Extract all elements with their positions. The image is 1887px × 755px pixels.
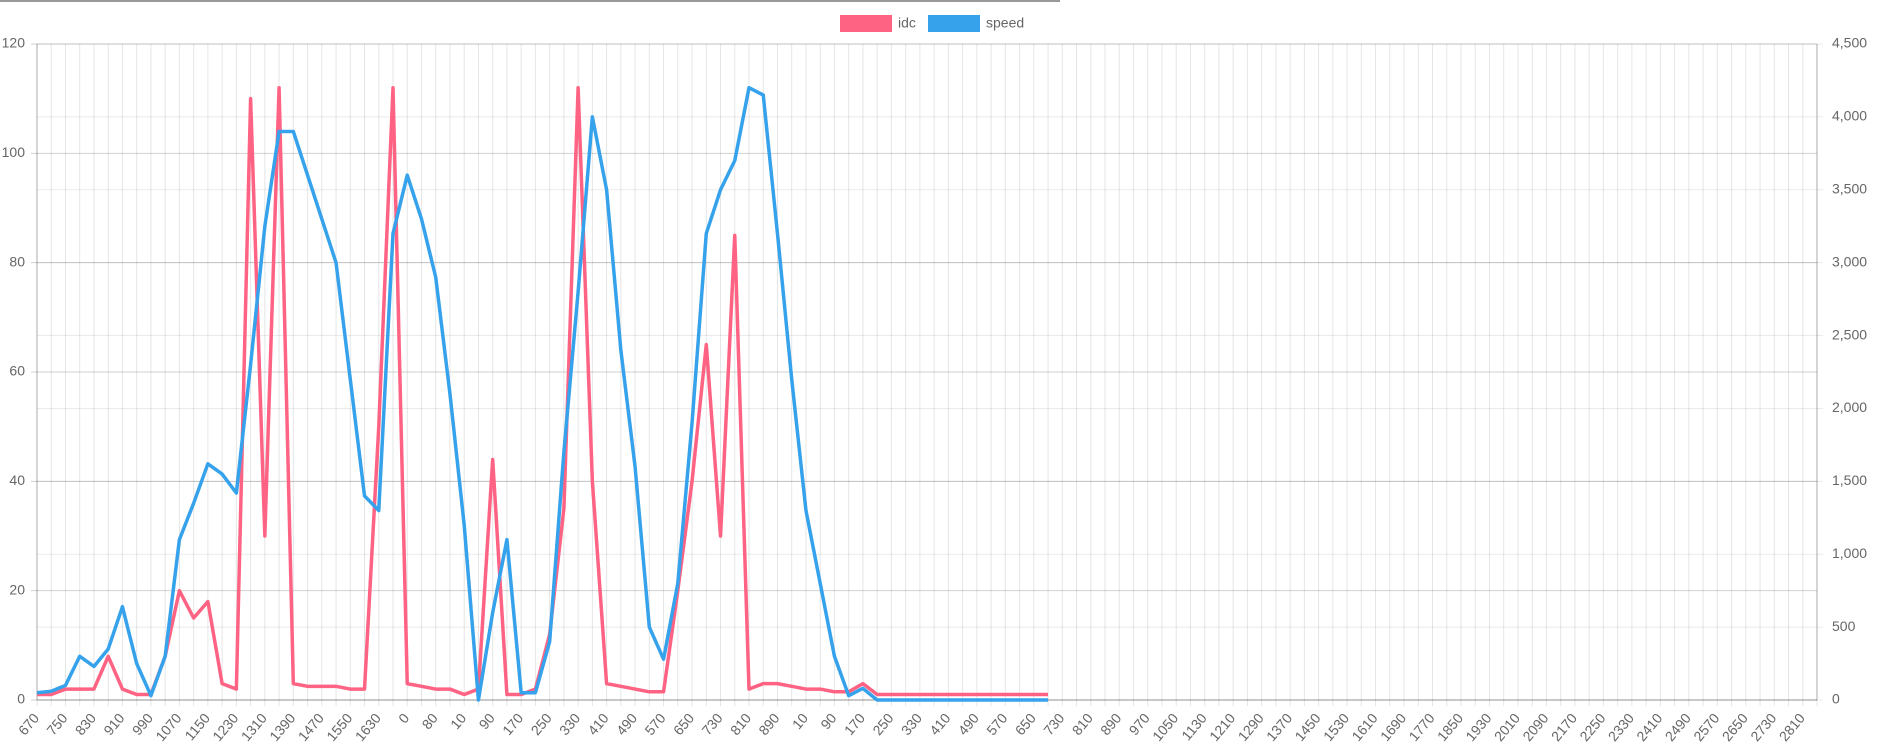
x-tick-label: 410: [926, 710, 953, 738]
x-tick-label: 1310: [238, 710, 270, 744]
x-tick-label: 2810: [1776, 710, 1808, 744]
x-tick-label: 1530: [1320, 710, 1352, 744]
x-tick-label: 90: [817, 710, 839, 732]
y2-tick-label: 4,500: [1832, 35, 1867, 51]
x-tick-label: 1130: [1178, 710, 1210, 744]
x-tick-label: 750: [43, 710, 70, 738]
x-tick-label: 1690: [1377, 710, 1409, 744]
x-tick-label: 410: [584, 710, 611, 738]
y2-tick-label: 2,000: [1832, 399, 1867, 415]
x-tick-label: 670: [15, 710, 42, 738]
x-tick-label: 10: [447, 710, 469, 732]
y2-tick-label: 1,000: [1832, 545, 1867, 561]
x-tick-label: 650: [670, 710, 697, 738]
x-tick-label: 1070: [152, 710, 184, 744]
x-tick-label: 2490: [1662, 710, 1694, 744]
x-tick-label: 90: [476, 710, 498, 732]
x-tick-label: 170: [499, 710, 526, 738]
x-tick-label: 1630: [352, 710, 384, 744]
y2-tick-label: 0: [1832, 691, 1840, 707]
x-tick-label: 730: [1040, 710, 1067, 738]
x-tick-label: 570: [983, 710, 1010, 738]
y-tick-label: 60: [9, 363, 25, 379]
x-tick-label: 1610: [1348, 710, 1380, 744]
x-tick-label: 890: [755, 710, 782, 738]
y-tick-label: 120: [2, 35, 26, 51]
x-tick-label: 2090: [1519, 710, 1551, 744]
legend-label: idc: [898, 15, 916, 31]
x-tick-label: 2170: [1548, 710, 1580, 744]
x-tick-label: 250: [528, 710, 555, 738]
x-tick-label: 1930: [1462, 710, 1494, 744]
x-tick-label: 2410: [1633, 710, 1665, 744]
x-tick-label: 490: [613, 710, 640, 738]
y-tick-label: 80: [9, 253, 25, 269]
x-tick-label: 1290: [1234, 710, 1266, 744]
x-tick-label: 330: [556, 710, 583, 738]
series-line: [36, 85, 1049, 702]
legend-swatch: [928, 15, 980, 32]
x-tick-label: 330: [898, 710, 925, 738]
x-tick-label: 1550: [323, 710, 355, 744]
legend-swatch: [840, 15, 892, 32]
x-tick-label: 170: [841, 710, 868, 738]
x-tick-label: 0: [395, 710, 412, 726]
x-tick-label: 1230: [209, 710, 241, 744]
x-tick-label: 1850: [1434, 710, 1466, 744]
y-tick-label: 100: [2, 144, 26, 160]
y2-tick-label: 3,500: [1832, 180, 1867, 196]
legend-label: speed: [986, 15, 1024, 31]
y2-tick-label: 500: [1832, 618, 1856, 634]
y2-tick-label: 3,000: [1832, 253, 1867, 269]
x-tick-label: 650: [1012, 710, 1039, 738]
x-tick-label: 1210: [1206, 710, 1238, 744]
x-tick-label: 910: [100, 710, 127, 738]
y-tick-label: 40: [9, 472, 25, 488]
y2-tick-label: 4,000: [1832, 108, 1867, 124]
x-tick-label: 1390: [266, 710, 298, 744]
x-tick-label: 1470: [295, 710, 327, 744]
x-tick-label: 2250: [1576, 710, 1608, 744]
x-tick-label: 830: [72, 710, 99, 738]
x-tick-label: 490: [955, 710, 982, 738]
x-tick-label: 250: [869, 710, 896, 738]
x-tick-label: 1370: [1263, 710, 1295, 744]
x-tick-label: 10: [789, 710, 811, 732]
x-tick-label: 2010: [1491, 710, 1523, 744]
x-tick-label: 570: [641, 710, 668, 738]
y2-tick-label: 1,500: [1832, 472, 1867, 488]
x-tick-label: 2570: [1690, 710, 1722, 744]
x-tick-label: 1050: [1149, 710, 1181, 744]
x-tick-label: 1450: [1291, 710, 1323, 744]
x-tick-label: 80: [419, 710, 441, 732]
x-tick-label: 2730: [1747, 710, 1779, 744]
x-tick-label: 810: [727, 710, 754, 738]
series-line: [37, 85, 1049, 697]
x-tick-label: 730: [698, 710, 725, 738]
y-tick-label: 0: [17, 691, 25, 707]
y-tick-label: 20: [9, 581, 25, 597]
x-tick-label: 2330: [1605, 710, 1637, 744]
x-tick-label: 890: [1097, 710, 1124, 738]
x-tick-label: 1770: [1405, 710, 1437, 744]
x-tick-label: 1150: [181, 710, 213, 744]
x-tick-label: 2650: [1719, 710, 1751, 744]
y2-tick-label: 2,500: [1832, 326, 1867, 342]
x-tick-label: 810: [1069, 710, 1096, 738]
